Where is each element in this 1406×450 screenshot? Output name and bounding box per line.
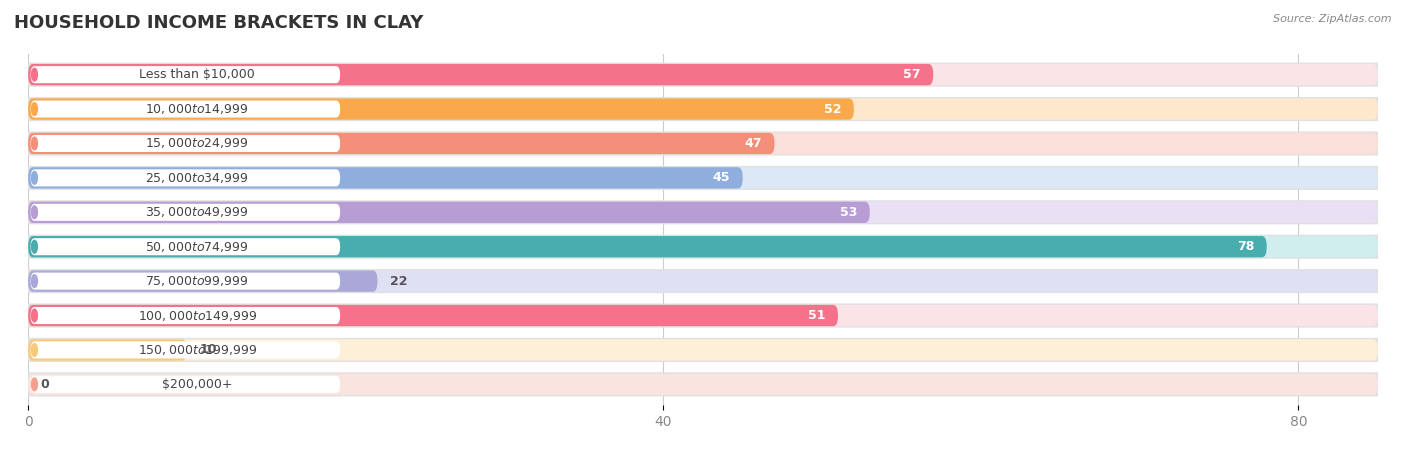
- Circle shape: [31, 378, 38, 391]
- FancyBboxPatch shape: [31, 66, 340, 83]
- FancyBboxPatch shape: [31, 342, 340, 359]
- FancyBboxPatch shape: [28, 64, 934, 86]
- FancyBboxPatch shape: [31, 238, 340, 255]
- Text: $100,000 to $149,999: $100,000 to $149,999: [138, 309, 257, 323]
- FancyBboxPatch shape: [24, 131, 1382, 156]
- Circle shape: [31, 103, 38, 116]
- Text: 57: 57: [903, 68, 921, 81]
- FancyBboxPatch shape: [28, 339, 187, 360]
- Text: $75,000 to $99,999: $75,000 to $99,999: [145, 274, 249, 288]
- FancyBboxPatch shape: [28, 236, 1378, 257]
- FancyBboxPatch shape: [31, 169, 340, 186]
- Text: 10: 10: [200, 343, 217, 356]
- Circle shape: [31, 171, 38, 184]
- Text: 0: 0: [41, 378, 49, 391]
- FancyBboxPatch shape: [31, 273, 340, 290]
- Text: 52: 52: [824, 103, 841, 116]
- FancyBboxPatch shape: [28, 305, 838, 326]
- Text: $25,000 to $34,999: $25,000 to $34,999: [145, 171, 249, 185]
- Text: Source: ZipAtlas.com: Source: ZipAtlas.com: [1274, 14, 1392, 23]
- Text: 53: 53: [839, 206, 858, 219]
- FancyBboxPatch shape: [24, 97, 1382, 121]
- FancyBboxPatch shape: [28, 99, 853, 120]
- Text: 22: 22: [391, 274, 408, 288]
- Text: $50,000 to $74,999: $50,000 to $74,999: [145, 240, 249, 254]
- Circle shape: [31, 137, 38, 150]
- Circle shape: [31, 274, 38, 288]
- FancyBboxPatch shape: [28, 133, 775, 154]
- Text: $200,000+: $200,000+: [162, 378, 232, 391]
- FancyBboxPatch shape: [28, 202, 870, 223]
- Text: 47: 47: [744, 137, 762, 150]
- FancyBboxPatch shape: [24, 372, 1382, 396]
- FancyBboxPatch shape: [31, 376, 340, 393]
- FancyBboxPatch shape: [24, 234, 1382, 259]
- Text: 78: 78: [1237, 240, 1254, 253]
- FancyBboxPatch shape: [31, 307, 340, 324]
- FancyBboxPatch shape: [24, 200, 1382, 225]
- Circle shape: [31, 240, 38, 253]
- Text: $150,000 to $199,999: $150,000 to $199,999: [138, 343, 257, 357]
- FancyBboxPatch shape: [24, 303, 1382, 328]
- FancyBboxPatch shape: [28, 270, 377, 292]
- FancyBboxPatch shape: [24, 63, 1382, 87]
- FancyBboxPatch shape: [28, 167, 742, 189]
- Circle shape: [31, 206, 38, 219]
- FancyBboxPatch shape: [28, 133, 1378, 154]
- FancyBboxPatch shape: [28, 202, 1378, 223]
- FancyBboxPatch shape: [28, 64, 1378, 86]
- Text: $15,000 to $24,999: $15,000 to $24,999: [145, 136, 249, 150]
- FancyBboxPatch shape: [28, 305, 1378, 326]
- FancyBboxPatch shape: [28, 270, 1378, 292]
- FancyBboxPatch shape: [24, 338, 1382, 362]
- FancyBboxPatch shape: [28, 99, 1378, 120]
- Text: $35,000 to $49,999: $35,000 to $49,999: [145, 205, 249, 219]
- Circle shape: [31, 68, 38, 81]
- Text: HOUSEHOLD INCOME BRACKETS IN CLAY: HOUSEHOLD INCOME BRACKETS IN CLAY: [14, 14, 423, 32]
- Circle shape: [31, 343, 38, 356]
- FancyBboxPatch shape: [31, 204, 340, 221]
- Text: $10,000 to $14,999: $10,000 to $14,999: [145, 102, 249, 116]
- FancyBboxPatch shape: [28, 339, 1378, 360]
- FancyBboxPatch shape: [28, 374, 1378, 395]
- FancyBboxPatch shape: [31, 100, 340, 117]
- Circle shape: [31, 309, 38, 322]
- FancyBboxPatch shape: [28, 167, 1378, 189]
- FancyBboxPatch shape: [24, 269, 1382, 293]
- FancyBboxPatch shape: [24, 166, 1382, 190]
- FancyBboxPatch shape: [31, 135, 340, 152]
- Text: 51: 51: [808, 309, 825, 322]
- Text: 45: 45: [713, 171, 730, 184]
- FancyBboxPatch shape: [28, 236, 1267, 257]
- Text: Less than $10,000: Less than $10,000: [139, 68, 254, 81]
